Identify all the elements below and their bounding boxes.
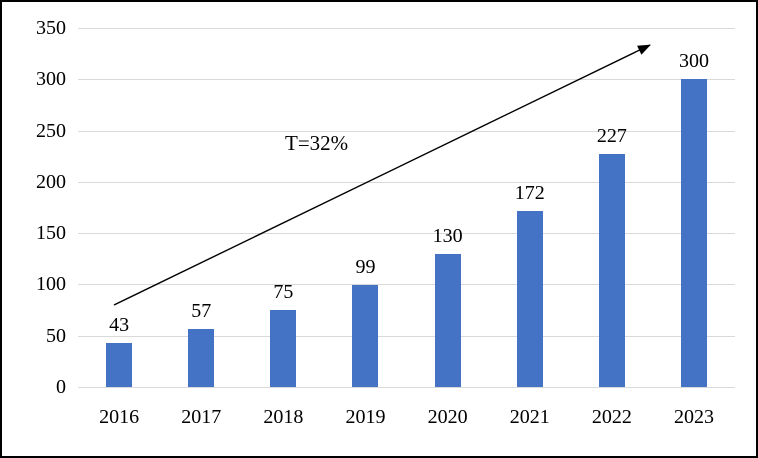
gridline: [78, 181, 735, 183]
bar-value-label: 57: [191, 299, 212, 322]
x-axis-tick-label: 2023: [673, 406, 714, 428]
gridline: [78, 284, 735, 286]
bar-value-label: 130: [432, 224, 463, 247]
bar-2019: [352, 285, 379, 387]
gridline: [78, 79, 735, 81]
bar-2016: [106, 342, 133, 387]
x-axis-tick-label: 2017: [181, 406, 222, 428]
gridline: [78, 335, 735, 337]
y-axis-tick-label: 350: [36, 17, 66, 39]
bar-2018: [270, 310, 297, 387]
bar-value-label: 300: [678, 50, 709, 73]
bar-value-label: 99: [355, 256, 376, 279]
x-axis-tick-label: 2016: [99, 406, 140, 428]
bar-2021: [516, 210, 543, 387]
plot-area: [78, 28, 735, 388]
y-axis-tick-label: 250: [36, 119, 66, 142]
y-axis-tick-label: 100: [36, 273, 66, 296]
bar-2022: [598, 154, 625, 387]
bar-value-label: 227: [596, 125, 627, 148]
x-axis-tick-label: 2020: [427, 406, 468, 428]
gridline: [78, 28, 735, 29]
trend-annotation: T=32%: [285, 131, 349, 155]
gridline: [78, 387, 735, 388]
bar-2023: [680, 79, 707, 387]
bar-2017: [188, 328, 215, 387]
x-axis-tick-label: 2022: [591, 406, 632, 428]
y-axis-tick-label: 150: [36, 222, 66, 245]
bar-2020: [434, 253, 461, 387]
x-axis-tick-label: 2021: [509, 406, 550, 428]
x-axis-tick-label: 2018: [263, 406, 304, 428]
x-axis-tick-label: 2019: [345, 406, 386, 428]
bar-value-label: 75: [273, 281, 294, 304]
y-axis-tick-label: 0: [56, 376, 66, 398]
bar-value-label: 172: [514, 181, 545, 204]
y-axis-tick-label: 50: [46, 324, 66, 347]
bar-value-label: 43: [109, 313, 130, 336]
y-axis-tick-label: 200: [36, 170, 66, 193]
gridline: [78, 233, 735, 235]
y-axis-tick-label: 300: [36, 68, 66, 91]
